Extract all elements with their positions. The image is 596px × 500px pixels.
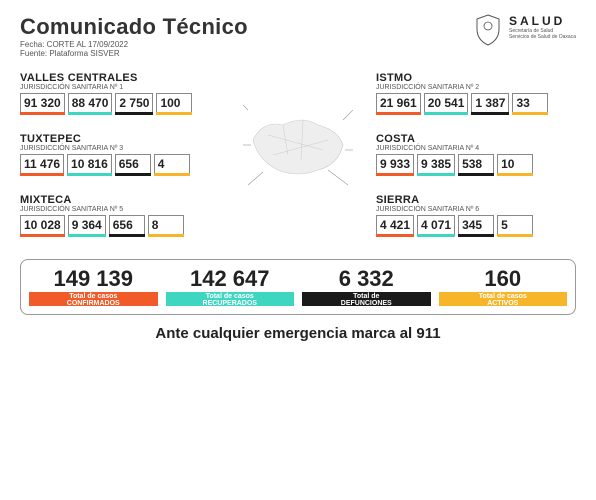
total-label: Total de casosCONFIRMADOS xyxy=(29,292,158,306)
total-confirmed: 149 139Total de casosCONFIRMADOS xyxy=(29,266,158,306)
cell-confirmed: 11 476 xyxy=(20,154,64,174)
region-subtitle: JURISDICCIÓN SANITARIA Nº 3 xyxy=(20,145,220,152)
region-block: VALLES CENTRALESJURISDICCIÓN SANITARIA N… xyxy=(20,72,220,113)
cell-active: 5 xyxy=(497,215,533,235)
total-label-line1: Total de casos xyxy=(168,293,293,300)
total-label-line1: Total de xyxy=(304,293,429,300)
total-number: 160 xyxy=(439,266,568,292)
page-title: Comunicado Técnico xyxy=(20,14,475,40)
cell-active: 10 xyxy=(497,154,533,174)
total-label: Total de casosRECUPERADOS xyxy=(166,292,295,306)
cell-recovered: 88 470 xyxy=(68,93,113,113)
total-recovered: 142 647Total de casosRECUPERADOS xyxy=(166,266,295,306)
region-block: SIERRAJURISDICCIÓN SANITARIA Nº 6 4 4214 … xyxy=(376,194,576,235)
total-label-line2: ACTIVOS xyxy=(441,300,566,307)
region-subtitle: JURISDICCIÓN SANITARIA Nº 6 xyxy=(376,206,576,213)
cell-deaths: 345 xyxy=(458,215,494,235)
region-name: SIERRA xyxy=(376,194,576,206)
region-cells: 4 4214 0713455 xyxy=(376,215,576,235)
cell-active: 100 xyxy=(156,93,192,113)
total-deaths: 6 332Total deDEFUNCIONES xyxy=(302,266,431,306)
cell-active: 4 xyxy=(154,154,190,174)
region-block: MIXTECAJURISDICCIÓN SANITARIA Nº 5 10 028… xyxy=(20,194,220,235)
oaxaca-map-icon xyxy=(243,100,353,190)
total-label-line2: CONFIRMADOS xyxy=(31,300,156,307)
region-name: COSTA xyxy=(376,133,576,145)
cell-recovered: 4 071 xyxy=(417,215,455,235)
header-left: Comunicado Técnico Fecha: CORTE AL 17/09… xyxy=(20,14,475,58)
cell-recovered: 20 541 xyxy=(424,93,469,113)
total-label: Total de casosACTIVOS xyxy=(439,292,568,306)
cell-recovered: 9 385 xyxy=(417,154,455,174)
region-cells: 10 0289 3646568 xyxy=(20,215,220,235)
region-cells: 11 47610 8166564 xyxy=(20,154,220,174)
total-number: 142 647 xyxy=(166,266,295,292)
cell-confirmed: 10 028 xyxy=(20,215,65,235)
region-block: COSTAJURISDICCIÓN SANITARIA Nº 4 9 9339 3… xyxy=(376,133,576,174)
region-name: ISTMO xyxy=(376,72,576,84)
total-number: 149 139 xyxy=(29,266,158,292)
region-subtitle: JURISDICCIÓN SANITARIA Nº 1 xyxy=(20,84,220,91)
footer-text: Ante cualquier emergencia marca al 911 xyxy=(20,325,576,342)
region-cells: 91 32088 4702 750100 xyxy=(20,93,220,113)
total-label-line2: RECUPERADOS xyxy=(168,300,293,307)
cell-deaths: 1 387 xyxy=(471,93,509,113)
cell-confirmed: 9 933 xyxy=(376,154,414,174)
region-subtitle: JURISDICCIÓN SANITARIA Nº 4 xyxy=(376,145,576,152)
region-cells: 21 96120 5411 38733 xyxy=(376,93,576,113)
cell-confirmed: 4 421 xyxy=(376,215,414,235)
regions-right-column: ISTMOJURISDICCIÓN SANITARIA Nº 2 21 96120… xyxy=(376,72,576,235)
cell-deaths: 656 xyxy=(115,154,151,174)
map-area xyxy=(243,100,353,190)
cell-confirmed: 21 961 xyxy=(376,93,421,113)
region-block: TUXTEPECJURISDICCIÓN SANITARIA Nº 3 11 47… xyxy=(20,133,220,174)
cell-confirmed: 91 320 xyxy=(20,93,65,113)
total-label-line1: Total de casos xyxy=(441,293,566,300)
cell-active: 33 xyxy=(512,93,548,113)
region-block: ISTMOJURISDICCIÓN SANITARIA Nº 2 21 96120… xyxy=(376,72,576,113)
region-cells: 9 9339 38553810 xyxy=(376,154,576,174)
total-label: Total deDEFUNCIONES xyxy=(302,292,431,306)
total-active: 160Total de casosACTIVOS xyxy=(439,266,568,306)
salud-text: SALUD xyxy=(509,14,576,28)
header-date: Fecha: CORTE AL 17/09/2022 xyxy=(20,40,475,49)
header-logos: SALUD Secretaría de Salud Servicios de S… xyxy=(475,14,576,46)
totals-row: 149 139Total de casosCONFIRMADOS142 647T… xyxy=(20,259,576,315)
total-number: 6 332 xyxy=(302,266,431,292)
salud-logo: SALUD Secretaría de Salud Servicios de S… xyxy=(509,14,576,40)
total-label-line1: Total de casos xyxy=(31,293,156,300)
cell-deaths: 538 xyxy=(458,154,494,174)
total-label-line2: DEFUNCIONES xyxy=(304,300,429,307)
region-name: TUXTEPEC xyxy=(20,133,220,145)
cell-active: 8 xyxy=(148,215,184,235)
regions-left-column: VALLES CENTRALESJURISDICCIÓN SANITARIA N… xyxy=(20,72,220,235)
cell-recovered: 10 816 xyxy=(67,154,112,174)
cell-recovered: 9 364 xyxy=(68,215,106,235)
state-shield-icon xyxy=(475,14,501,46)
header: Comunicado Técnico Fecha: CORTE AL 17/09… xyxy=(20,14,576,58)
region-name: VALLES CENTRALES xyxy=(20,72,220,84)
regions-container: VALLES CENTRALESJURISDICCIÓN SANITARIA N… xyxy=(20,72,576,235)
region-subtitle: JURISDICCIÓN SANITARIA Nº 5 xyxy=(20,206,220,213)
cell-deaths: 2 750 xyxy=(115,93,153,113)
cell-deaths: 656 xyxy=(109,215,145,235)
region-name: MIXTECA xyxy=(20,194,220,206)
header-source: Fuente: Plataforma SISVER xyxy=(20,49,475,58)
region-subtitle: JURISDICCIÓN SANITARIA Nº 2 xyxy=(376,84,576,91)
salud-sub2: Servicios de Salud de Oaxaca xyxy=(509,34,576,40)
